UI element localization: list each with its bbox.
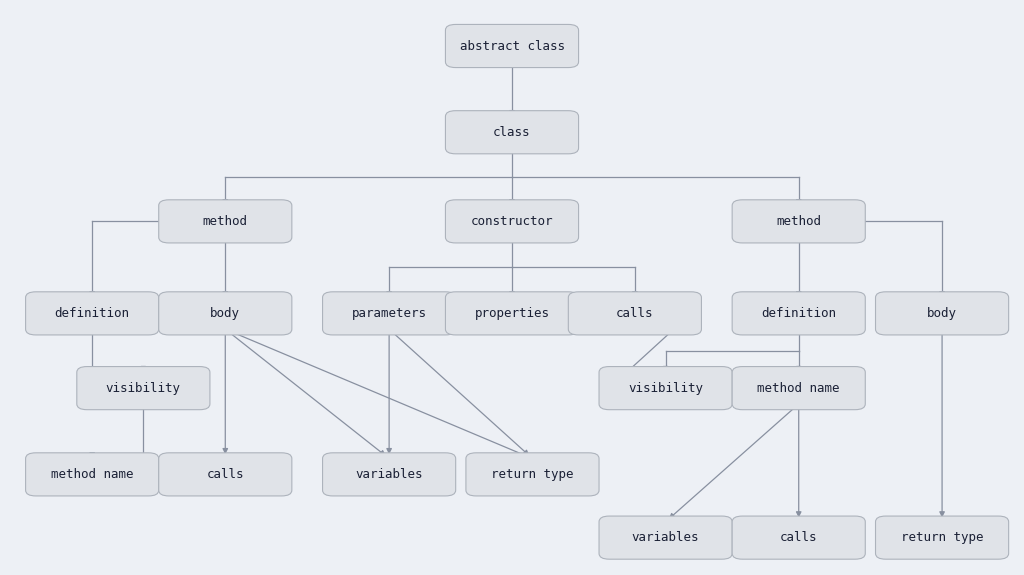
FancyBboxPatch shape	[323, 453, 456, 496]
Text: return type: return type	[901, 531, 983, 544]
FancyBboxPatch shape	[876, 292, 1009, 335]
FancyBboxPatch shape	[159, 200, 292, 243]
Text: method name: method name	[51, 468, 133, 481]
Text: method name: method name	[758, 382, 840, 394]
Text: abstract class: abstract class	[460, 40, 564, 52]
FancyBboxPatch shape	[77, 367, 210, 409]
Text: return type: return type	[492, 468, 573, 481]
Text: body: body	[210, 307, 241, 320]
Text: calls: calls	[780, 531, 817, 544]
Text: properties: properties	[474, 307, 550, 320]
Text: visibility: visibility	[628, 382, 703, 394]
Text: class: class	[494, 126, 530, 139]
FancyBboxPatch shape	[568, 292, 701, 335]
FancyBboxPatch shape	[445, 24, 579, 67]
Text: variables: variables	[632, 531, 699, 544]
FancyBboxPatch shape	[599, 367, 732, 409]
Text: calls: calls	[616, 307, 653, 320]
FancyBboxPatch shape	[732, 200, 865, 243]
FancyBboxPatch shape	[445, 200, 579, 243]
Text: method: method	[203, 215, 248, 228]
FancyBboxPatch shape	[323, 292, 456, 335]
FancyBboxPatch shape	[445, 292, 579, 335]
FancyBboxPatch shape	[159, 453, 292, 496]
FancyBboxPatch shape	[26, 292, 159, 335]
FancyBboxPatch shape	[876, 516, 1009, 559]
Text: definition: definition	[761, 307, 837, 320]
Text: variables: variables	[355, 468, 423, 481]
FancyBboxPatch shape	[732, 367, 865, 409]
FancyBboxPatch shape	[159, 292, 292, 335]
FancyBboxPatch shape	[732, 292, 865, 335]
Text: body: body	[927, 307, 957, 320]
Text: calls: calls	[207, 468, 244, 481]
FancyBboxPatch shape	[599, 516, 732, 559]
FancyBboxPatch shape	[445, 110, 579, 154]
Text: parameters: parameters	[351, 307, 427, 320]
Text: method: method	[776, 215, 821, 228]
Text: definition: definition	[54, 307, 130, 320]
FancyBboxPatch shape	[732, 516, 865, 559]
Text: visibility: visibility	[105, 382, 181, 394]
FancyBboxPatch shape	[466, 453, 599, 496]
FancyBboxPatch shape	[26, 453, 159, 496]
Text: constructor: constructor	[471, 215, 553, 228]
